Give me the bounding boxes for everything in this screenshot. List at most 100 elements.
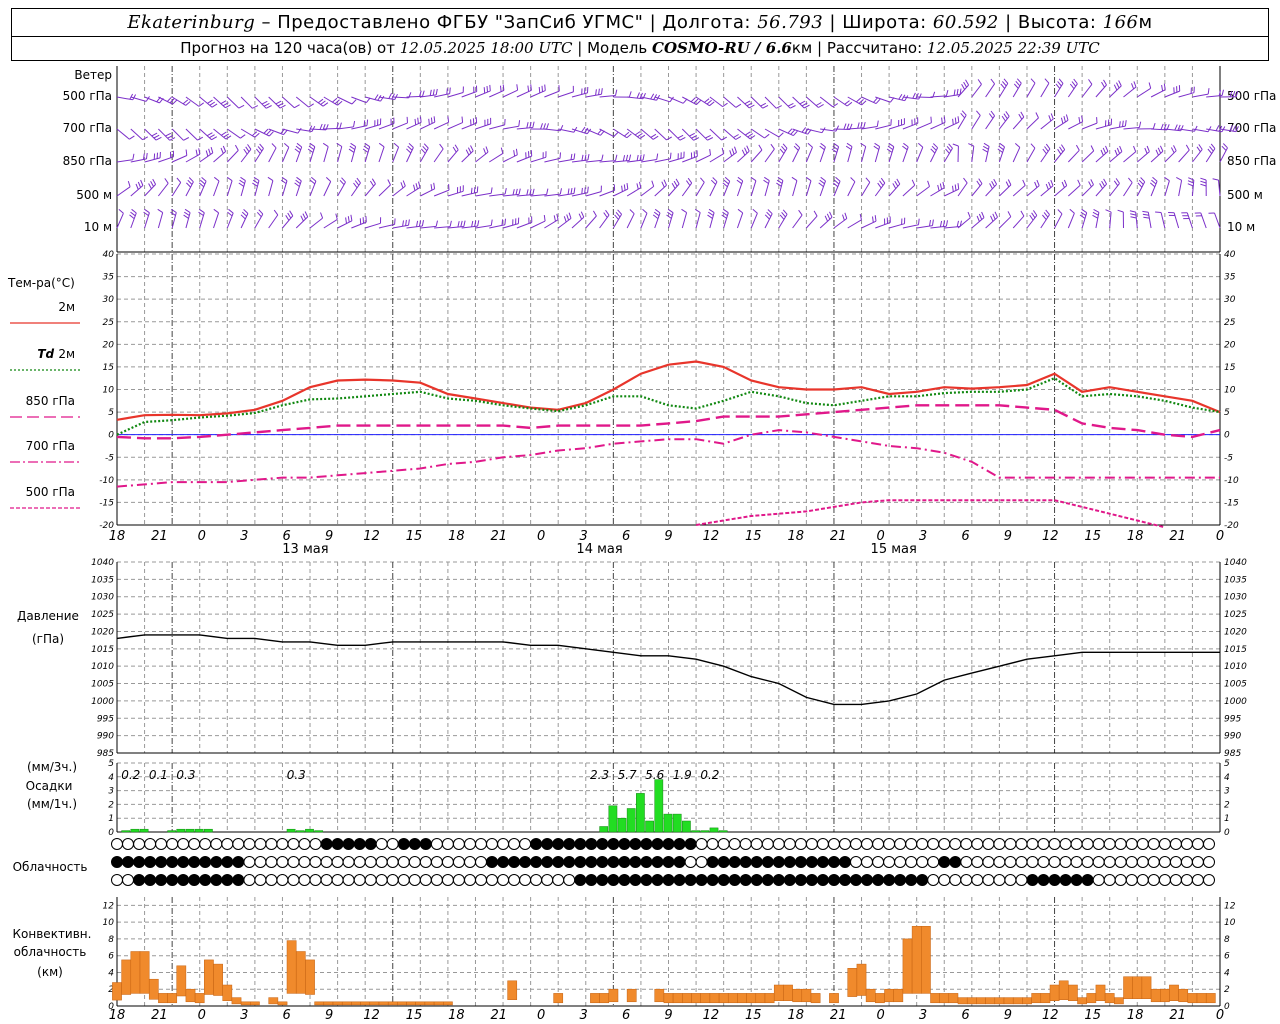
wind-barb-feather [639, 134, 646, 140]
hour-label-bottom: 21 [1169, 1008, 1186, 1023]
convective-bar [902, 938, 913, 994]
wind-barb-feather [667, 208, 674, 214]
wind-barb-feather [708, 208, 715, 214]
cloud-symbol [552, 838, 565, 850]
cloud-symbol [783, 856, 796, 868]
convective-bar [948, 993, 959, 1004]
wind-barb-feather [1133, 81, 1137, 88]
hour-label-bottom: 3 [240, 1008, 248, 1023]
cloud-symbol [750, 838, 763, 850]
cloud-symbol [861, 838, 873, 850]
wind-barb-feather [142, 136, 149, 141]
wind-barb-shaft [902, 122, 918, 130]
cloud-symbol [144, 856, 157, 868]
wind-level-left: 850 гПа [63, 154, 112, 168]
wind-barb-feather [205, 150, 209, 157]
cloud-symbol [894, 856, 907, 868]
wind-barb-feather [1013, 83, 1019, 89]
wind-barb-feather [198, 148, 201, 155]
cloud-symbol [883, 838, 896, 850]
wind-barb-feather [140, 179, 144, 186]
convective-tick-right: 8 [1224, 935, 1230, 945]
wind-barb-feather [1159, 145, 1164, 152]
wind-barb-feather [976, 110, 981, 116]
wind-barb-feather [749, 135, 756, 140]
wind-barb-shaft [695, 212, 701, 229]
hour-label-top: 3 [240, 529, 248, 544]
hour-label-bottom: 0 [876, 1008, 884, 1023]
wind-barb-feather [1079, 214, 1086, 219]
wind-barb-shaft [1186, 212, 1193, 229]
wind-barb-feather [209, 101, 216, 106]
wind-barb-feather [815, 102, 822, 106]
wind-barb-feather [1003, 78, 1009, 84]
wind-barb-feather [622, 155, 626, 162]
wind-barb-feather [587, 186, 589, 193]
pressure-tick-right: 1010 [1224, 662, 1247, 672]
wind-barb-feather [1119, 145, 1123, 152]
wind-barb-feather [546, 123, 549, 130]
wind-barb-feather [636, 92, 640, 99]
wind-barb-shaft [916, 96, 933, 98]
cloud-symbol [519, 874, 532, 886]
wind-barb-feather [1065, 114, 1069, 121]
precip-unit-1h: (мм/1ч.) [27, 797, 77, 811]
wind-barb-feather [402, 220, 404, 227]
wind-barb-shaft [612, 214, 623, 229]
wind-barb-shaft [695, 182, 705, 197]
wind-barb-shaft [902, 184, 916, 197]
precip-tick-right: 1 [1224, 814, 1230, 824]
wind-barb-feather [675, 178, 680, 185]
wind-barb-feather [201, 177, 207, 182]
cloud-symbol [342, 874, 355, 886]
wind-barb-feather [690, 97, 696, 103]
hour-label-top: 0 [537, 529, 545, 544]
wind-barb-feather [243, 148, 248, 155]
wind-barb-feather [240, 214, 246, 220]
wind-barb-feather [956, 88, 959, 96]
wind-barb-feather [782, 209, 788, 215]
wind-barb-feather [904, 95, 909, 101]
wind-barb-feather [652, 135, 659, 140]
wind-barb-feather [1161, 85, 1164, 92]
wind-barb-shaft [1068, 121, 1083, 130]
hour-label-top: 9 [1004, 529, 1012, 544]
wind-barb-shaft [585, 191, 602, 197]
wind-barb-feather [1138, 121, 1142, 128]
convective-bar [351, 1001, 361, 1006]
wind-barb-feather [362, 148, 369, 153]
wind-barb-feather [254, 132, 260, 138]
wind-barb-shaft [475, 123, 491, 130]
cloud-symbol [1081, 838, 1094, 850]
wind-barb-feather [429, 89, 432, 96]
cloud-symbol [563, 874, 576, 886]
wind-barb-feather [1200, 180, 1207, 184]
wind-barb-feather [617, 209, 622, 215]
wind-barb-feather [999, 142, 1005, 148]
wind-barb-feather [1142, 213, 1149, 216]
cloud-symbol [309, 856, 322, 868]
cloud-symbol [1136, 856, 1149, 868]
wind-barb-shaft [944, 226, 961, 229]
wind-barb-shaft [461, 91, 477, 98]
hour-label-top: 3 [580, 529, 588, 544]
wind-barb-feather [722, 211, 728, 217]
wind-barb-feather [1050, 113, 1054, 120]
wind-barb-shaft [792, 214, 803, 229]
wind-barb-feather [243, 209, 249, 214]
wind-barb-feather [992, 213, 996, 220]
wind-level-right: 10 м [1227, 220, 1255, 234]
wind-barb-shaft [1123, 151, 1137, 163]
precip-total-label: 0.2 [121, 768, 140, 782]
convective-tick-left: 6 [108, 952, 114, 962]
wind-barb-feather [279, 104, 286, 109]
wind-barb-feather [563, 216, 567, 223]
wind-barb-feather [859, 213, 862, 220]
hour-label-bottom: 6 [622, 1008, 630, 1023]
wind-barb-feather [1005, 111, 1010, 117]
wind-barb-feather [892, 183, 897, 189]
wind-barb-feather [543, 215, 546, 222]
wind-barb-feather [526, 189, 529, 196]
wind-barb-feather [223, 133, 229, 138]
wind-barb-shaft [461, 122, 477, 130]
